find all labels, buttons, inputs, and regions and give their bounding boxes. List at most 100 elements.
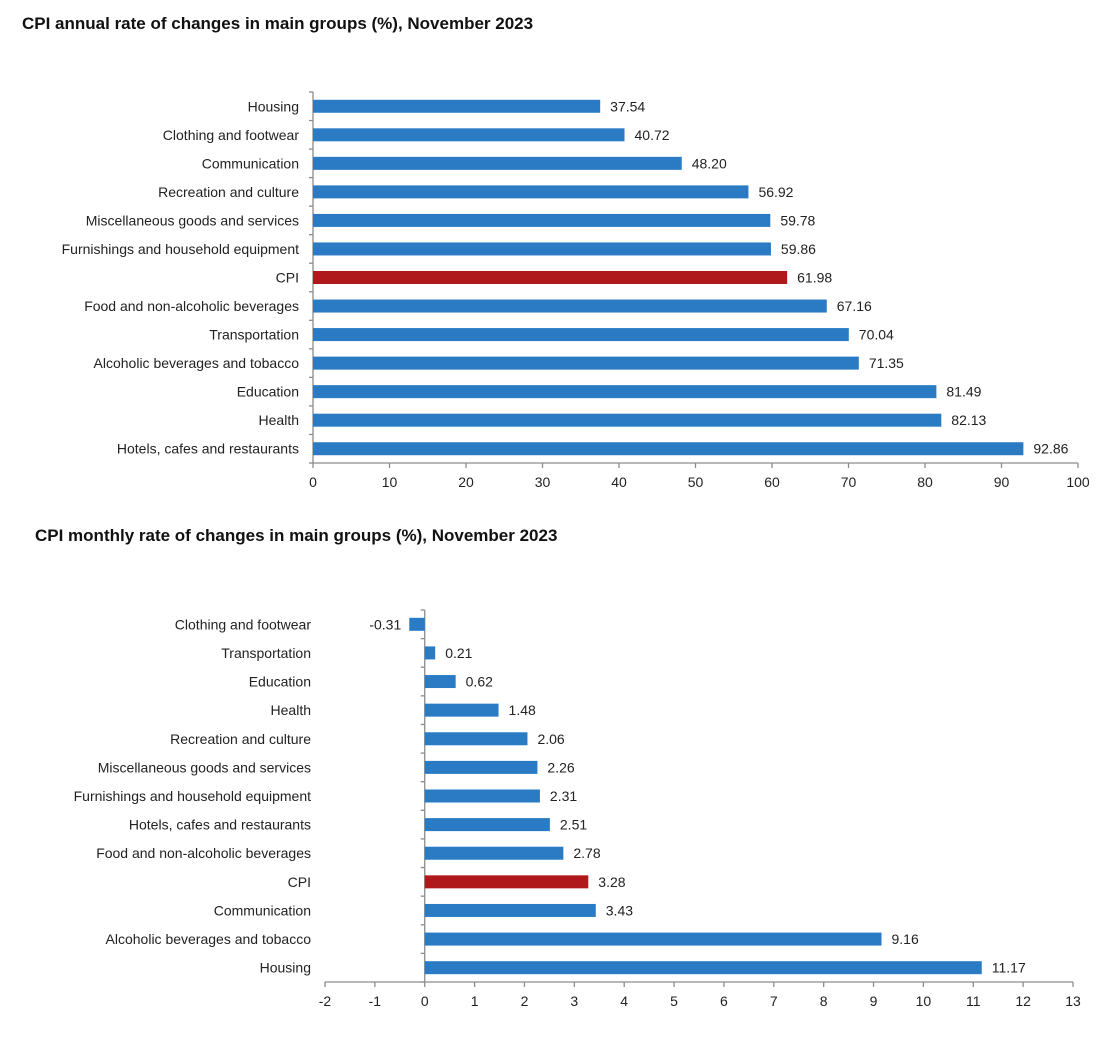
monthly-chart-title: CPI monthly rate of changes in main grou…: [35, 526, 558, 545]
monthly-category-label: Transportation: [221, 645, 311, 661]
monthly-tick-label: 3: [570, 993, 578, 1009]
annual-category-label: Transportation: [209, 327, 299, 343]
annual-value-label: 81.49: [946, 384, 981, 400]
annual-category-label: Health: [259, 412, 299, 428]
annual-value-label: 40.72: [635, 127, 670, 143]
annual-category-label: Miscellaneous goods and services: [86, 212, 299, 228]
monthly-category-label: Hotels, cafes and restaurants: [129, 817, 311, 833]
annual-tick-label: 30: [535, 474, 551, 490]
annual-bar: [313, 356, 859, 370]
annual-tick-label: 70: [841, 474, 857, 490]
monthly-bar: [424, 732, 528, 746]
annual-value-label: 67.16: [837, 298, 872, 314]
monthly-tick-label: 0: [421, 993, 429, 1009]
monthly-value-label: 1.48: [509, 702, 536, 718]
monthly-bar: [424, 646, 436, 660]
annual-value-label: 56.92: [758, 184, 793, 200]
monthly-bar: [424, 961, 982, 975]
monthly-category-label: CPI: [288, 874, 311, 890]
annual-value-label: 61.98: [797, 270, 832, 286]
monthly-bar: [424, 903, 596, 917]
annual-tick-label: 90: [994, 474, 1010, 490]
monthly-category-label: Furnishings and household equipment: [74, 788, 311, 804]
monthly-tick-label: 5: [670, 993, 678, 1009]
monthly-value-label: 3.28: [598, 874, 625, 890]
annual-tick-label: 40: [611, 474, 627, 490]
monthly-bar-cpi: [424, 875, 589, 889]
monthly-category-label: Clothing and footwear: [175, 616, 312, 632]
annual-tick-label: 50: [688, 474, 704, 490]
monthly-tick-label: 12: [1015, 993, 1031, 1009]
annual-category-label: Hotels, cafes and restaurants: [117, 441, 299, 457]
monthly-value-label: -0.31: [369, 616, 401, 632]
annual-chart: 0 10 20 30 40 50 60 70 80 90 100 Housing 37.54 Clothi…: [62, 91, 1090, 490]
annual-value-label: 59.78: [780, 212, 815, 228]
monthly-tick-label: 7: [770, 993, 778, 1009]
annual-chart-title: CPI annual rate of changes in main group…: [22, 14, 534, 33]
annual-category-label: Food and non-alcoholic beverages: [84, 298, 299, 314]
monthly-value-label: 2.06: [537, 731, 564, 747]
monthly-bar: [424, 675, 456, 689]
monthly-value-label: 9.16: [892, 931, 919, 947]
monthly-category-label: Miscellaneous goods and services: [98, 759, 311, 775]
monthly-category-label: Alcoholic beverages and tobacco: [106, 931, 312, 947]
monthly-value-label: 3.43: [606, 902, 633, 918]
monthly-bar: [424, 703, 499, 717]
monthly-tick-label: -1: [369, 993, 382, 1009]
monthly-tick-label: 1: [471, 993, 479, 1009]
monthly-bar: [424, 818, 550, 832]
annual-bar: [313, 213, 771, 227]
monthly-value-label: 2.51: [560, 817, 587, 833]
monthly-tick-label: 8: [820, 993, 828, 1009]
annual-bar: [313, 185, 749, 199]
annual-category-label: Furnishings and household equipment: [62, 241, 299, 257]
monthly-value-label: 0.62: [466, 674, 493, 690]
annual-category-label: Housing: [248, 98, 299, 114]
annual-bar: [313, 385, 937, 399]
monthly-tick-label: 11: [966, 993, 981, 1009]
monthly-bar: [424, 789, 540, 803]
monthly-tick-label: 4: [620, 993, 628, 1009]
monthly-value-label: 0.21: [445, 645, 472, 661]
monthly-category-label: Communication: [214, 902, 311, 918]
monthly-bar: [424, 760, 538, 774]
annual-category-label: Alcoholic beverages and tobacco: [94, 355, 300, 371]
annual-bar-cpi: [313, 271, 788, 284]
monthly-category-label: Recreation and culture: [170, 731, 311, 747]
annual-bar: [313, 242, 771, 256]
monthly-value-label: 2.78: [573, 845, 600, 861]
monthly-tick-label: 13: [1065, 993, 1081, 1009]
annual-tick-label: 60: [764, 474, 780, 490]
annual-tick-label: 100: [1066, 474, 1090, 490]
annual-bar: [313, 442, 1024, 456]
annual-tick-label: 80: [917, 474, 933, 490]
monthly-category-label: Education: [249, 674, 311, 690]
monthly-value-label: 2.26: [547, 759, 574, 775]
annual-tick-label: 10: [382, 474, 398, 490]
monthly-tick-label: 6: [720, 993, 728, 1009]
monthly-category-label: Housing: [260, 960, 311, 976]
annual-value-label: 70.04: [859, 327, 894, 343]
annual-value-label: 48.20: [692, 155, 727, 171]
annual-bar: [313, 128, 625, 142]
annual-category-label: Recreation and culture: [158, 184, 299, 200]
monthly-category-label: Health: [271, 702, 311, 718]
monthly-bar: [424, 932, 882, 946]
annual-bar: [313, 99, 601, 113]
monthly-tick-label: 9: [870, 993, 878, 1009]
monthly-category-label: Food and non-alcoholic beverages: [96, 845, 311, 861]
annual-tick-label: 20: [458, 474, 474, 490]
monthly-value-label: 2.31: [550, 788, 577, 804]
annual-category-label: Communication: [202, 155, 299, 171]
monthly-tick-label: -2: [319, 993, 332, 1009]
annual-bar: [313, 299, 827, 313]
annual-value-label: 71.35: [869, 355, 904, 371]
monthly-tick-label: 10: [916, 993, 932, 1009]
monthly-tick-label: 2: [521, 993, 529, 1009]
annual-bar: [313, 413, 942, 427]
monthly-bar: [424, 846, 564, 860]
annual-category-label: CPI: [276, 270, 299, 286]
annual-value-label: 92.86: [1033, 441, 1068, 457]
annual-value-label: 59.86: [781, 241, 816, 257]
